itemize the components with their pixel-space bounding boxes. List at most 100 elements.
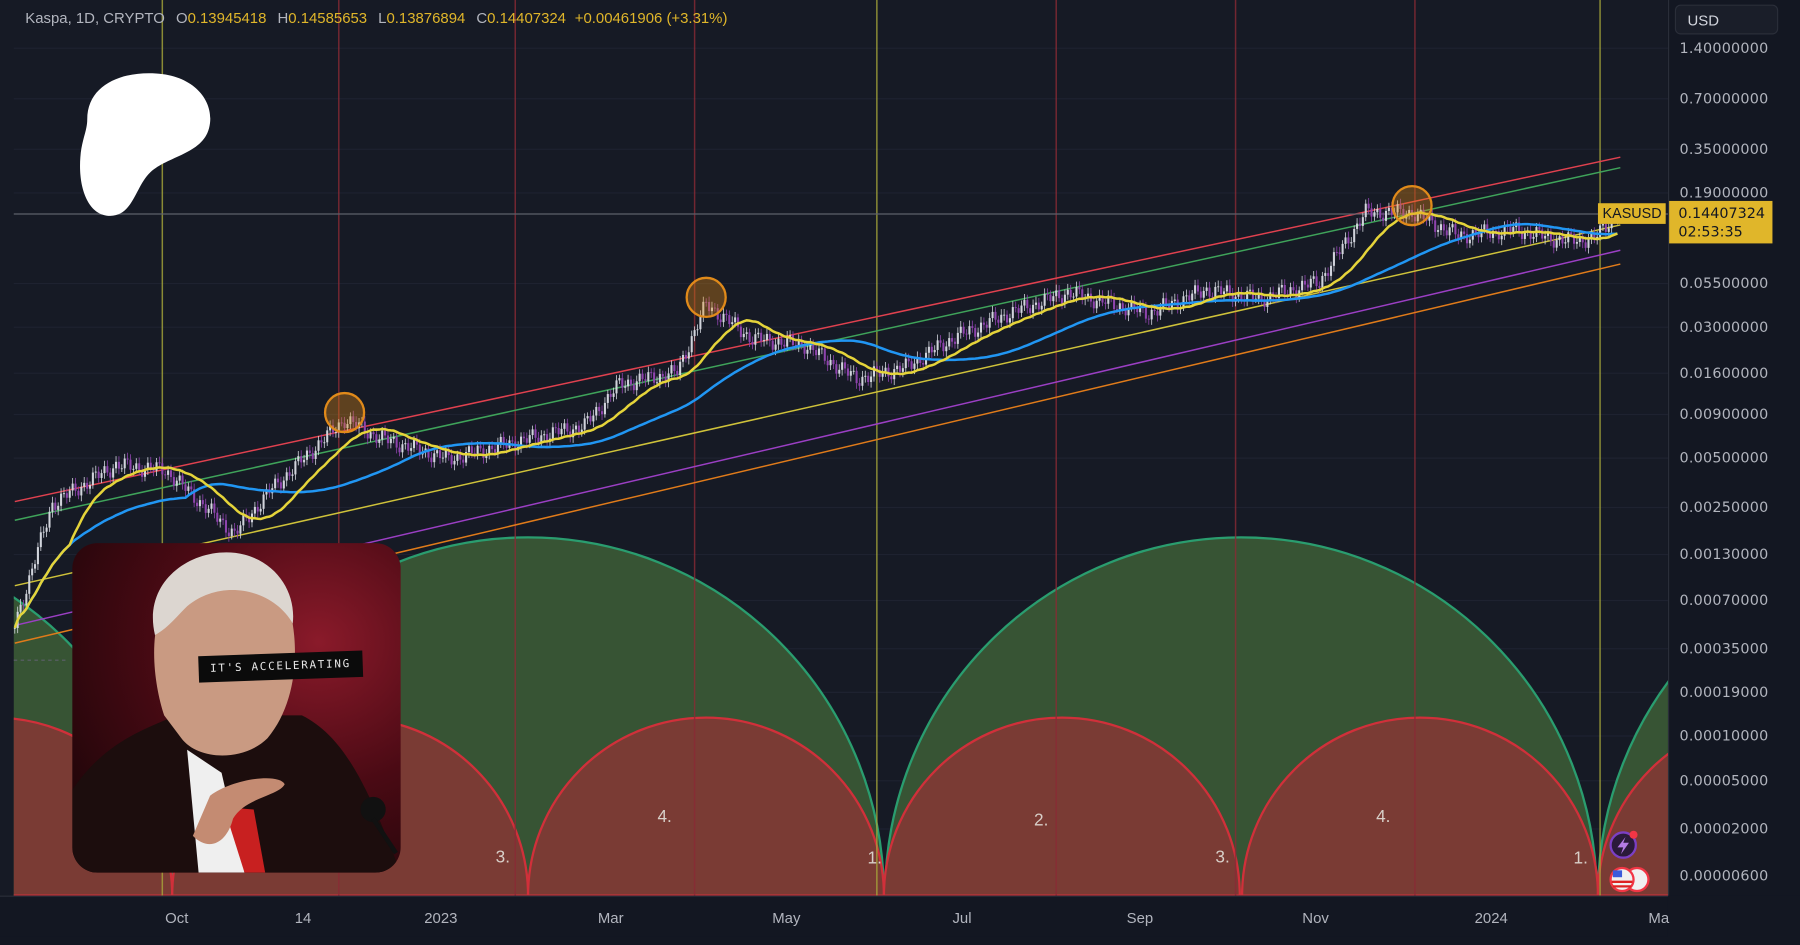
candle <box>100 473 103 478</box>
candle <box>1144 307 1147 319</box>
candle <box>436 450 439 454</box>
candle <box>288 472 291 476</box>
candle <box>1564 242 1567 244</box>
candle <box>1043 294 1046 306</box>
candle <box>329 425 332 431</box>
candle <box>985 324 988 328</box>
candle <box>1512 227 1515 233</box>
candle <box>1006 314 1009 323</box>
candle <box>97 471 100 478</box>
candle <box>1032 304 1035 313</box>
candle <box>129 459 132 470</box>
candle <box>103 466 106 474</box>
candle <box>1546 231 1550 236</box>
candle <box>352 416 355 422</box>
candle <box>1046 294 1049 295</box>
candle <box>858 383 861 386</box>
candle <box>783 344 786 347</box>
candle <box>1431 214 1434 221</box>
candle <box>933 349 936 353</box>
open-value: 0.13945418 <box>187 9 267 27</box>
chart-pane[interactable]: Kaspa, 1D, CRYPTO O0.13945418 H0.1458565… <box>0 0 1668 896</box>
candle <box>713 307 716 309</box>
candle <box>1477 232 1480 238</box>
candle <box>572 429 575 438</box>
candle <box>375 434 378 443</box>
cycle-label: 1. <box>867 848 882 869</box>
red-cycle-arc <box>1240 716 1600 896</box>
candle <box>754 334 757 345</box>
candle <box>1087 293 1090 299</box>
candle <box>1439 224 1442 231</box>
cycle-label: 2. <box>1034 810 1049 831</box>
lightning-icon[interactable] <box>1609 830 1638 859</box>
candle <box>540 435 543 443</box>
candle <box>1069 289 1072 298</box>
candle <box>653 372 656 383</box>
us-flag-icon[interactable] <box>1609 866 1650 893</box>
candle <box>193 489 196 503</box>
candle <box>1552 240 1555 248</box>
candle <box>1541 229 1544 239</box>
candle <box>817 348 821 356</box>
time-tick: Ma <box>1648 909 1670 927</box>
candle <box>644 379 647 381</box>
candle <box>907 358 910 362</box>
candle <box>1205 287 1208 291</box>
candle <box>456 454 459 461</box>
candle <box>635 381 638 391</box>
candle <box>910 361 913 369</box>
candle <box>502 436 505 445</box>
candle <box>965 333 968 335</box>
price-tick: 0.00035000 <box>1679 639 1769 657</box>
candle <box>1309 278 1312 288</box>
candle <box>618 378 621 381</box>
candle <box>1523 232 1526 239</box>
candle <box>601 411 604 415</box>
candle <box>65 493 68 498</box>
candle <box>1020 305 1023 313</box>
currency-selector[interactable]: USD <box>1674 4 1779 35</box>
candle <box>355 421 358 429</box>
candle <box>488 445 491 455</box>
cycle-label: 4. <box>657 807 672 827</box>
candle <box>855 370 858 384</box>
candle <box>291 474 294 476</box>
candle <box>543 434 546 436</box>
candle <box>551 427 554 439</box>
candle <box>806 349 809 354</box>
price-tick: 0.00250000 <box>1679 498 1769 516</box>
candle <box>595 406 598 416</box>
candle <box>201 500 204 505</box>
candle <box>1402 208 1405 219</box>
time-axis[interactable]: Oct 14 2023 Mar May Jul Sep Nov 2024 Ma <box>0 895 1670 937</box>
cycle-label: 3. <box>1215 847 1230 867</box>
candle <box>1225 285 1228 292</box>
candle <box>844 362 847 369</box>
low-key: L <box>378 9 387 27</box>
candle <box>155 462 158 471</box>
candle <box>210 503 213 509</box>
candle <box>381 430 384 440</box>
candle <box>621 378 624 388</box>
candle <box>1318 286 1321 288</box>
candle <box>294 461 297 475</box>
candle <box>233 528 236 531</box>
candle <box>580 429 583 433</box>
candle <box>1017 308 1020 313</box>
candle <box>369 432 372 439</box>
red-cycle-arc <box>882 716 1241 896</box>
symbol-title[interactable]: Kaspa, 1D, CRYPTO <box>25 9 165 27</box>
candle <box>395 436 398 448</box>
candle <box>1060 298 1064 304</box>
price-axis[interactable]: 1.40000000 0.70000000 0.35000000 0.19000000… <box>1667 0 1800 896</box>
candle <box>1202 290 1205 298</box>
meme-photo: IT'S ACCELERATING <box>72 543 401 873</box>
candle <box>1581 236 1584 243</box>
candle <box>1075 287 1078 297</box>
candle <box>439 450 442 459</box>
time-tick: Jul <box>952 909 972 927</box>
candle <box>629 379 632 385</box>
candle <box>1549 231 1552 241</box>
price-tick: 1.40000000 <box>1679 39 1769 57</box>
